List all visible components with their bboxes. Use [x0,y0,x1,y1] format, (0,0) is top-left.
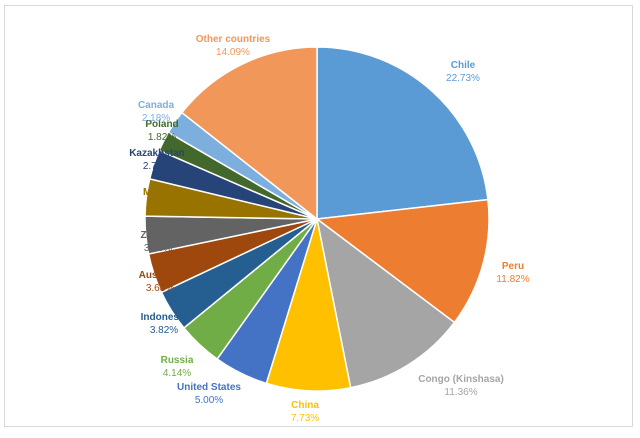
slice-label-name: Poland [145,119,178,130]
slice-label-value: 2.18% [142,113,170,124]
slice-label-name: Congo (Kinshasa) [418,374,504,385]
slice-label-value: 14.09% [216,47,250,58]
pie-slices [144,46,490,392]
slice-label-name: Mexico [143,187,177,198]
slice-label-value: 3.45% [144,243,172,254]
slice-label-value: 3.68% [146,283,174,294]
slice-label-value: 1.82% [148,132,176,143]
slice-label-name: United States [177,382,241,393]
slice-label-value: 11.36% [444,387,477,398]
slice-label-value: 22.73% [446,73,480,84]
pie-slice-other-countries [180,46,318,221]
slice-label-name: Zambia [140,230,175,241]
pie-chart: Chile 22.73% Peru 11.82% Congo (Kinshasa) 11.… [129,34,529,424]
slice-label-name: Indonesia [141,312,188,323]
pie-slice-peru [315,198,490,324]
pie-labels: Chile 22.73% Peru 11.82% Congo (Kinshasa) 11.… [129,34,529,424]
slice-label-value: 4.14% [163,368,191,379]
pie-slice-congo-kinshasa [315,217,456,389]
chart-frame: Chile 22.73% Peru 11.82% Congo (Kinshasa) 11.… [4,5,633,427]
slice-label-name: Other countries [196,34,271,45]
slice-label-name: Peru [502,261,524,272]
slice-label-name: China [291,400,319,411]
slice-label-value: 2.73% [143,161,171,172]
slice-label-value: 3.82% [150,325,178,336]
slice-label-value: 5.00% [195,395,223,406]
slice-label-name: Australia [139,270,182,281]
pie-slice-chile [316,46,489,220]
slice-label-value: 7.73% [291,413,319,424]
slice-label-name: Canada [138,100,175,111]
slice-label-value: 11.82% [496,274,529,285]
slice-label-name: Chile [451,60,476,71]
slice-label-value: 3.41% [146,200,174,211]
slice-label-name: Russia [161,355,194,366]
slice-label-name: Kazakhstan [129,148,185,159]
